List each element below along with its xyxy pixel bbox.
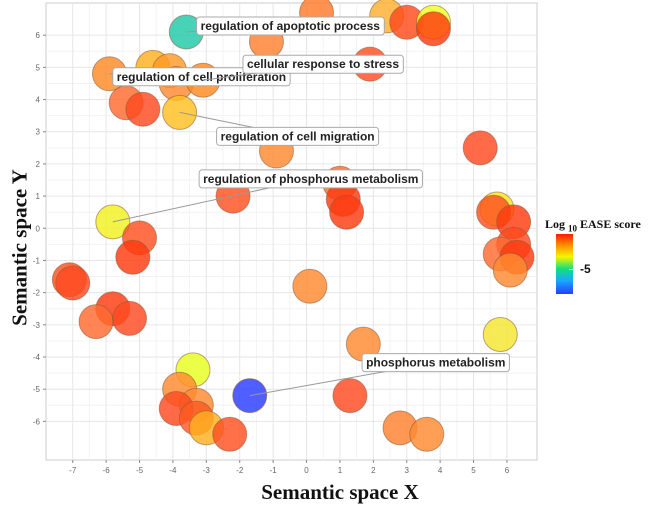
y-tick-label: 4 — [36, 96, 41, 105]
y-tick-label: 1 — [36, 192, 41, 201]
axis-ticks: -7 -6 -5 -4 -3 -2 -1 0 1 2 3 4 5 6 -6 -5 -4 -3 -2 -1 0 1 2 3 4 5 6 — [33, 31, 510, 475]
x-tick-label: 3 — [405, 466, 410, 475]
y-tick-label: -2 — [33, 289, 41, 298]
y-tick-label: -1 — [33, 256, 41, 265]
bubble-point — [55, 265, 91, 301]
x-tick-label: -6 — [103, 466, 111, 475]
legend-title-sub: 10 — [568, 223, 578, 234]
annotation-layer: regulation of apoptotic process regulatio… — [109, 16, 510, 397]
legend-title-suffix: EASE score — [580, 217, 641, 231]
x-tick-label: -1 — [270, 466, 278, 475]
bubble-point — [112, 300, 148, 336]
y-tick-label: 2 — [36, 160, 41, 169]
bubble-point — [492, 252, 528, 288]
y-tick-label: 6 — [36, 31, 41, 40]
annotation-label: regulation of apoptotic process — [186, 16, 385, 36]
annotation-text: regulation of cell proliferation — [117, 70, 286, 84]
bubble-point — [212, 416, 248, 452]
y-tick-label: 3 — [36, 128, 41, 137]
legend-tick-mark — [569, 269, 573, 270]
x-tick-label: 4 — [438, 466, 443, 475]
x-tick-label: -4 — [169, 466, 177, 475]
annotation-label: cellular response to stress — [202, 54, 404, 81]
bubble-point — [292, 268, 328, 304]
x-tick-label: -2 — [236, 466, 244, 475]
annotation-text: phosphorus metabolism — [366, 356, 505, 370]
x-tick-label: 5 — [471, 466, 476, 475]
y-axis-label: Semantic space Y — [7, 169, 32, 326]
x-tick-label: 2 — [371, 466, 376, 475]
legend-tick-label: -5 — [580, 262, 591, 276]
grid-lines — [46, 3, 537, 460]
y-tick-label: 5 — [36, 63, 41, 72]
x-tick-label: -7 — [69, 466, 77, 475]
y-tick-label: -6 — [33, 417, 41, 426]
x-tick-label: 1 — [338, 466, 343, 475]
x-tick-label: 6 — [505, 466, 510, 475]
annotation-label: regulation of phosphorus metabolism — [112, 169, 423, 223]
annotation-text: cellular response to stress — [247, 57, 399, 71]
bubble-point — [232, 378, 268, 414]
annotation-text: regulation of apoptotic process — [201, 19, 381, 33]
y-tick-label: -3 — [33, 321, 41, 330]
legend-title-prefix: Log — [545, 217, 566, 231]
annotation-box — [361, 353, 510, 373]
bubble-point — [329, 194, 365, 230]
x-axis-label: Semantic space X — [261, 480, 419, 504]
legend-colorbar — [556, 234, 573, 294]
annotation-label: regulation of cell migration — [179, 111, 380, 146]
annotation-box — [242, 54, 404, 74]
annotation-text: regulation of cell migration — [221, 129, 375, 143]
bubble-point — [115, 239, 151, 275]
y-tick-label: -4 — [33, 353, 41, 362]
bubble-point — [482, 316, 518, 352]
annotation-label: phosphorus metabolism — [249, 353, 510, 397]
bubble-point — [125, 91, 161, 127]
bubble-point — [415, 11, 451, 47]
annotation-box — [198, 169, 423, 189]
bubble-point — [78, 304, 114, 340]
x-tick-label: 0 — [304, 466, 309, 475]
bubble-point — [409, 416, 445, 452]
legend-title: Log 10 EASE score — [545, 217, 641, 233]
annotation-text: regulation of phosphorus metabolism — [203, 172, 418, 186]
annotation-box — [196, 16, 385, 36]
y-tick-label: -5 — [33, 385, 41, 394]
annotation-box — [216, 126, 380, 146]
y-tick-label: 0 — [36, 224, 41, 233]
x-tick-label: -3 — [203, 466, 211, 475]
x-tick-label: -5 — [136, 466, 144, 475]
bubble-point — [462, 130, 498, 166]
bubble-point — [332, 378, 368, 414]
